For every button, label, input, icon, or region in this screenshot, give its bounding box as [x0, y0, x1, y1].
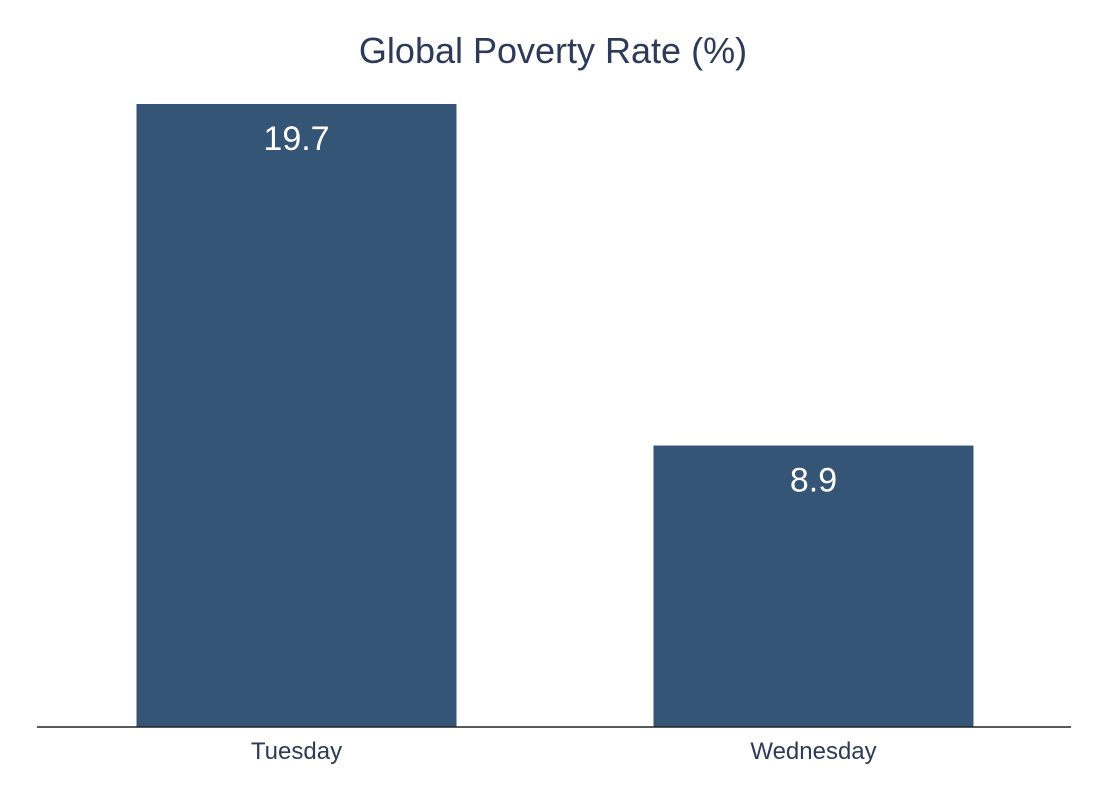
- chart-title: Global Poverty Rate (%): [359, 30, 747, 71]
- bars-group: 19.7 8.9: [136, 104, 974, 727]
- data-label-wednesday: 8.9: [790, 462, 837, 500]
- bar-wednesday: [653, 445, 974, 727]
- x-tick-label-wednesday: Wednesday: [750, 738, 876, 765]
- bar-tuesday: [136, 104, 457, 727]
- data-label-tuesday: 19.7: [263, 120, 329, 158]
- x-tick-labels: Tuesday Wednesday: [251, 738, 877, 765]
- x-tick-label-tuesday: Tuesday: [251, 738, 342, 765]
